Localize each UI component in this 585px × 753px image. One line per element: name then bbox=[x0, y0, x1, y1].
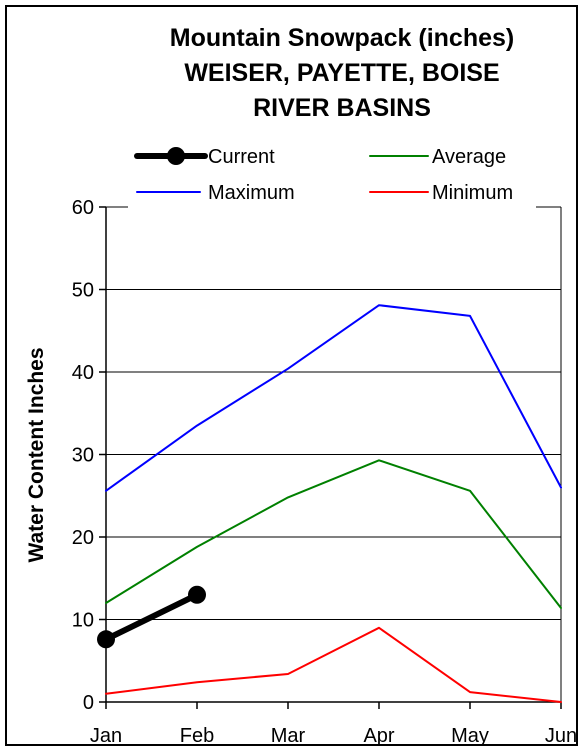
series-line-current bbox=[103, 591, 200, 643]
data-point-current-jan bbox=[97, 630, 115, 649]
chart-title-line-3: RIVER BASINS bbox=[253, 94, 431, 122]
x-tick-label-jan: Jan bbox=[90, 725, 122, 747]
legend-label-average: Average bbox=[432, 146, 506, 168]
axes: 0 10 20 30 40 50 60 Jan Feb Mar Apr May Jun bbox=[72, 197, 577, 747]
gridlines bbox=[106, 206, 561, 620]
legend: Current Average Maximum Minimum bbox=[128, 134, 536, 208]
legend-label-current: Current bbox=[208, 146, 275, 168]
series-line-average bbox=[105, 459, 562, 609]
legend-box bbox=[128, 134, 536, 208]
series-line-minimum bbox=[105, 626, 562, 703]
legend-label-maximum: Maximum bbox=[208, 182, 295, 204]
y-tick-label-30: 30 bbox=[72, 445, 94, 467]
chart-title: Mountain Snowpack (inches) WEISER, PAYET… bbox=[170, 24, 514, 122]
series-lines bbox=[97, 304, 562, 703]
legend-label-minimum: Minimum bbox=[432, 182, 513, 204]
chart-frame bbox=[5, 5, 578, 746]
y-tick-label-50: 50 bbox=[72, 280, 94, 302]
legend-marker-current bbox=[167, 147, 185, 165]
data-point-current-feb bbox=[188, 585, 206, 604]
x-tick-label-apr: Apr bbox=[363, 725, 394, 747]
x-tick-label-jun: Jun bbox=[545, 725, 577, 747]
x-tick-label-feb: Feb bbox=[180, 725, 214, 747]
y-tick-label-0: 0 bbox=[83, 692, 94, 714]
series-line-maximum bbox=[105, 304, 562, 492]
y-tick-label-40: 40 bbox=[72, 362, 94, 384]
y-tick-label-60: 60 bbox=[72, 197, 94, 219]
y-tick-label-20: 20 bbox=[72, 527, 94, 549]
x-tick-label-mar: Mar bbox=[271, 725, 306, 747]
chart-title-line-1: Mountain Snowpack (inches) bbox=[170, 24, 514, 52]
y-axis-label: Water Content Inches bbox=[25, 347, 48, 562]
y-tick-label-10: 10 bbox=[72, 610, 94, 632]
chart-title-line-2: WEISER, PAYETTE, BOISE bbox=[184, 59, 499, 87]
x-tick-label-may: May bbox=[451, 725, 489, 747]
